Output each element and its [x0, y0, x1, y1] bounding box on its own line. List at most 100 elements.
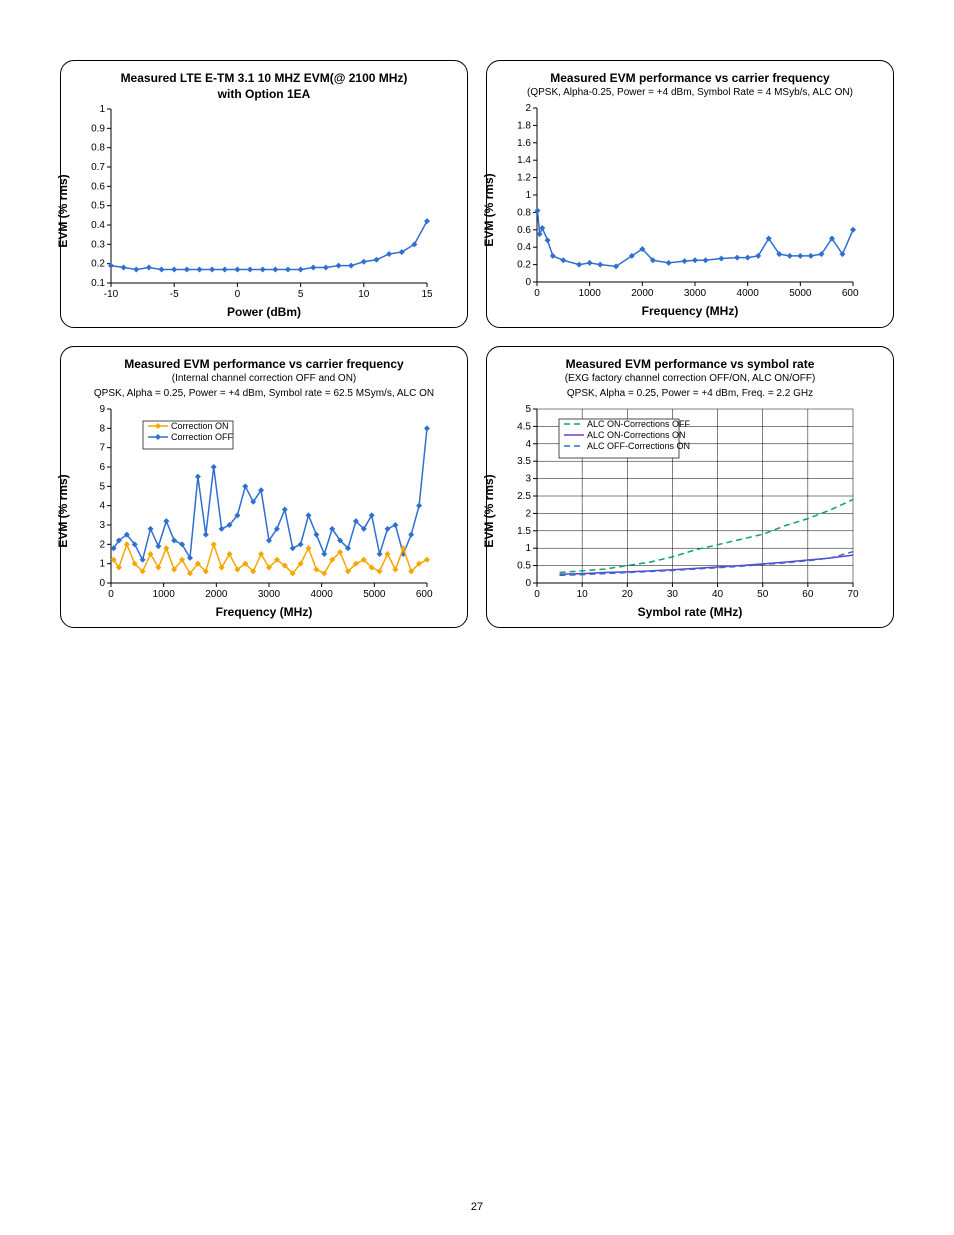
chart-grid: Measured LTE E-TM 3.1 10 MHZ EVM(@ 2100 … — [60, 60, 894, 628]
chart1-body: EVM (% rms) 0.10.20.30.40.50.60.70.80.91… — [73, 103, 455, 319]
page: Measured LTE E-TM 3.1 10 MHZ EVM(@ 2100 … — [0, 0, 954, 1235]
svg-text:2000: 2000 — [205, 589, 228, 600]
svg-text:60: 60 — [802, 589, 814, 600]
svg-text:6000: 6000 — [842, 288, 859, 299]
chart4-svg: 00.511.522.533.544.55010203040506070ALC … — [499, 403, 859, 603]
svg-text:70: 70 — [847, 589, 859, 600]
chart4-panel: Measured EVM performance vs symbol rate … — [486, 346, 894, 628]
svg-text:0.6: 0.6 — [91, 181, 105, 192]
svg-text:ALC OFF-Corrections ON: ALC OFF-Corrections ON — [587, 441, 690, 451]
svg-text:0.5: 0.5 — [517, 561, 531, 572]
svg-text:0.2: 0.2 — [91, 259, 105, 270]
svg-text:0.6: 0.6 — [517, 225, 531, 236]
svg-text:1.5: 1.5 — [517, 526, 531, 537]
svg-text:4000: 4000 — [737, 288, 760, 299]
svg-text:10: 10 — [358, 289, 370, 300]
svg-text:20: 20 — [622, 589, 634, 600]
svg-text:3000: 3000 — [684, 288, 707, 299]
chart1-svg: 0.10.20.30.40.50.60.70.80.91-10-5051015 — [73, 103, 433, 303]
svg-text:30: 30 — [667, 589, 679, 600]
chart1-panel: Measured LTE E-TM 3.1 10 MHZ EVM(@ 2100 … — [60, 60, 468, 328]
svg-text:0: 0 — [99, 578, 105, 589]
svg-text:1: 1 — [99, 559, 105, 570]
chart3-svg: 01234567890100020003000400050006000Corre… — [73, 403, 433, 603]
page-number: 27 — [0, 1201, 954, 1213]
svg-text:4.5: 4.5 — [517, 421, 531, 432]
svg-text:-10: -10 — [104, 289, 119, 300]
chart3-ylabel: EVM (% rms) — [56, 474, 70, 547]
svg-text:4: 4 — [99, 501, 105, 512]
chart3-sub1: (Internal channel correction OFF and ON) — [73, 373, 455, 384]
chart3-sub2: QPSK, Alpha = 0.25, Power = +4 dBm, Symb… — [73, 388, 455, 399]
chart2-body: EVM (% rms) 00.20.40.60.811.21.41.61.820… — [499, 102, 881, 318]
svg-text:0: 0 — [534, 288, 540, 299]
svg-text:8: 8 — [99, 423, 105, 434]
svg-text:9: 9 — [99, 404, 105, 415]
svg-text:2: 2 — [525, 103, 531, 114]
svg-text:40: 40 — [712, 589, 724, 600]
chart4-sub1: (EXG factory channel correction OFF/ON, … — [499, 373, 881, 384]
svg-text:1.2: 1.2 — [517, 173, 531, 184]
svg-text:5: 5 — [298, 289, 304, 300]
svg-text:7: 7 — [99, 443, 105, 454]
svg-text:5: 5 — [525, 404, 531, 415]
chart3-title: Measured EVM performance vs carrier freq… — [73, 357, 455, 371]
svg-text:3.5: 3.5 — [517, 456, 531, 467]
svg-text:-5: -5 — [170, 289, 179, 300]
chart3-panel: Measured EVM performance vs carrier freq… — [60, 346, 468, 628]
svg-text:1: 1 — [99, 104, 105, 115]
chart1-title: Measured LTE E-TM 3.1 10 MHZ EVM(@ 2100 … — [73, 71, 455, 85]
chart4-xlabel: Symbol rate (MHz) — [499, 605, 881, 619]
svg-text:5000: 5000 — [363, 589, 386, 600]
svg-text:0.4: 0.4 — [517, 242, 531, 253]
svg-text:2000: 2000 — [631, 288, 654, 299]
svg-text:0.9: 0.9 — [91, 123, 105, 134]
chart2-title: Measured EVM performance vs carrier freq… — [499, 71, 881, 85]
svg-text:0: 0 — [525, 578, 531, 589]
svg-text:4000: 4000 — [311, 589, 334, 600]
svg-text:ALC ON-Corrections OFF: ALC ON-Corrections OFF — [587, 419, 691, 429]
svg-text:0: 0 — [235, 289, 241, 300]
svg-text:3: 3 — [99, 520, 105, 531]
chart2-subtitle: (QPSK, Alpha-0.25, Power = +4 dBm, Symbo… — [499, 87, 881, 98]
svg-text:1: 1 — [525, 190, 531, 201]
chart1-subtitle: with Option 1EA — [73, 87, 455, 101]
svg-text:10: 10 — [577, 589, 589, 600]
svg-text:ALC ON-Corrections ON: ALC ON-Corrections ON — [587, 430, 686, 440]
svg-text:0.5: 0.5 — [91, 201, 105, 212]
svg-text:0: 0 — [108, 589, 114, 600]
svg-text:Correction ON: Correction ON — [171, 421, 229, 431]
svg-text:2.5: 2.5 — [517, 491, 531, 502]
svg-text:0.4: 0.4 — [91, 220, 105, 231]
chart4-body: EVM (% rms) 00.511.522.533.544.550102030… — [499, 403, 881, 619]
svg-text:15: 15 — [421, 289, 433, 300]
svg-text:5000: 5000 — [789, 288, 812, 299]
svg-text:50: 50 — [757, 589, 769, 600]
svg-text:0: 0 — [534, 589, 540, 600]
svg-text:1.8: 1.8 — [517, 120, 531, 131]
svg-text:1000: 1000 — [153, 589, 176, 600]
svg-text:1.6: 1.6 — [517, 138, 531, 149]
svg-text:0.8: 0.8 — [517, 207, 531, 218]
svg-text:0.8: 0.8 — [91, 143, 105, 154]
chart3-xlabel: Frequency (MHz) — [73, 605, 455, 619]
chart3-body: EVM (% rms) 0123456789010002000300040005… — [73, 403, 455, 619]
svg-text:0.2: 0.2 — [517, 260, 531, 271]
chart2-svg: 00.20.40.60.811.21.41.61.820100020003000… — [499, 102, 859, 302]
chart4-ylabel: EVM (% rms) — [482, 474, 496, 547]
chart2-xlabel: Frequency (MHz) — [499, 304, 881, 318]
svg-text:Correction OFF: Correction OFF — [171, 432, 234, 442]
svg-text:0.3: 0.3 — [91, 239, 105, 250]
svg-text:0.7: 0.7 — [91, 162, 105, 173]
svg-text:4: 4 — [525, 439, 531, 450]
svg-text:1000: 1000 — [579, 288, 602, 299]
chart1-ylabel: EVM (% rms) — [56, 174, 70, 247]
chart4-sub2: QPSK, Alpha = 0.25, Power = +4 dBm, Freq… — [499, 388, 881, 399]
svg-text:6: 6 — [99, 462, 105, 473]
svg-text:2: 2 — [99, 539, 105, 550]
svg-text:5: 5 — [99, 481, 105, 492]
svg-text:3: 3 — [525, 474, 531, 485]
svg-text:2: 2 — [525, 508, 531, 519]
svg-text:1.4: 1.4 — [517, 155, 531, 166]
svg-text:1: 1 — [525, 543, 531, 554]
